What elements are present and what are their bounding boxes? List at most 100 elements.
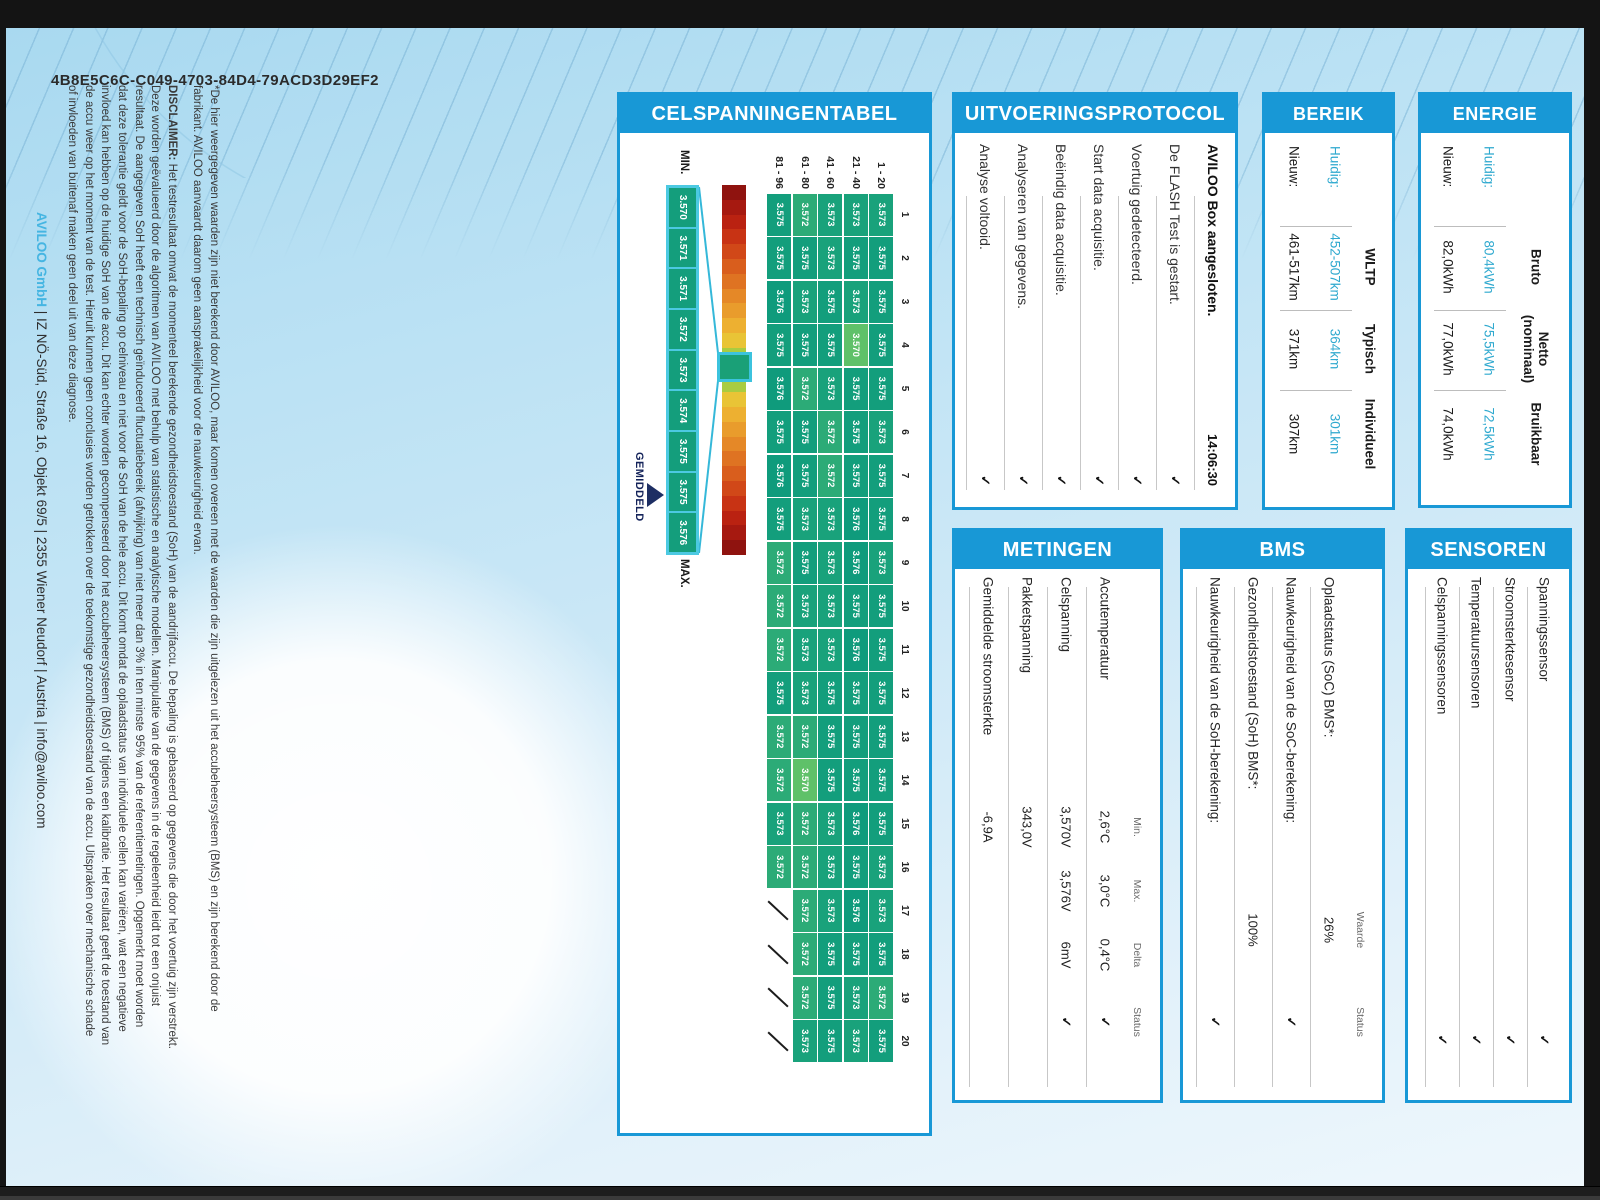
panel-title: METINGEN <box>955 531 1160 569</box>
grid-cell: 3.573 <box>869 846 894 888</box>
grid-cell: 3.573 <box>844 193 868 236</box>
range-row-label: Huidig: <box>1328 146 1343 189</box>
grid-cell: 3.573 <box>793 498 817 540</box>
protocol-step: Beëindig data acquisitie. ✓ <box>1042 142 1080 494</box>
measure-row: Stroomsterktesensor ✓ <box>1493 575 1527 1093</box>
grid-cell: 3.572 <box>818 411 843 453</box>
column-separator <box>1280 390 1352 391</box>
measure-row: Accutemperatuur 2,6°C 3,0°C 0,4°C ✓ <box>1086 575 1125 1093</box>
scale-segment <box>722 421 746 437</box>
range-value: 301km <box>1328 413 1343 455</box>
grid-cell: 3.573 <box>818 889 843 932</box>
measure-column-header: Delta <box>1131 942 1143 968</box>
grid-col-number: 6 <box>899 429 910 435</box>
protocol-step: Start data acquisitie. ✓ <box>1080 142 1118 494</box>
grid-cell: 3.575 <box>767 411 792 453</box>
protocol-step-value: ✓ <box>1168 475 1183 486</box>
footer-line: AVILOO GmbH | IZ NÖ-Süd, Straße 16, Obje… <box>27 212 49 954</box>
grid-col-number: 7 <box>899 472 910 479</box>
grid-cell: 3.575 <box>869 715 894 758</box>
protocol-step-label: Analyseren van gegevens. <box>1015 144 1031 309</box>
range-row-label: Nieuw: <box>1287 146 1302 188</box>
grid-cell: 3.575 <box>818 933 843 975</box>
grid-col-number: 20 <box>899 1035 910 1047</box>
grid-cell: 3.575 <box>869 628 894 671</box>
measure-row: Nauwkeurigheid van de SoC-berekening: ✓ <box>1272 575 1310 1093</box>
grid-col-number: 15 <box>899 817 910 830</box>
grid-cell: 3.573 <box>818 585 843 627</box>
grid-group-label: 41 - 60 <box>824 156 837 189</box>
status-check-icon: ✓ <box>1435 1034 1450 1046</box>
status-check-icon: ✓ <box>1284 1016 1299 1028</box>
grid-col-number: 9 <box>899 559 910 566</box>
disclaimer-line: DISCLAIMER: Het testresultaat omvat de m… <box>165 85 178 1049</box>
scale-segment <box>722 214 746 230</box>
scale-segment <box>722 510 746 526</box>
range-row: Nieuw: 82,0kWh 77,0kWh 74,0kWh <box>1428 142 1469 494</box>
grid-col-number: 12 <box>899 687 910 699</box>
measure-row: Gemiddelde stroomsterkte -6,9A <box>969 575 1008 1093</box>
grid-cell: 3.572 <box>767 628 792 671</box>
range-row: Nieuw: 461-517km 371km 307km <box>1274 142 1315 494</box>
range-column-header: Netto (nominaal) <box>1521 314 1551 384</box>
column-separator <box>1434 390 1506 391</box>
protocol-step: Analyse voltooid. ✓ <box>966 142 1004 494</box>
grid-cell: 3.575 <box>793 454 817 497</box>
column-separator <box>1280 226 1352 227</box>
grid-cell: 3.572 <box>767 585 792 627</box>
grid-col-number: 11 <box>899 644 910 655</box>
grid-cell: 3.575 <box>869 759 894 801</box>
panel-title: CELSPANNINGENTABEL <box>620 95 929 133</box>
scale-segment <box>722 540 746 555</box>
average-marker-icon <box>647 483 664 507</box>
scale-value-strip: 3.570 3.571 3.571 3.572 3.573 3.574 3.575 3.575… <box>666 185 699 555</box>
protocol-step: AVILOO Box aangesloten. 14:06:30 <box>1194 142 1232 494</box>
grid-cell: 3.572 <box>793 367 817 410</box>
grid-cell: 3.573 <box>818 367 843 410</box>
scale-value-cell: 3.571 <box>668 227 697 269</box>
measure-row-label: Accutemperatuur <box>1098 577 1113 680</box>
scale-segment <box>722 451 746 467</box>
grid-cell: 3.575 <box>869 498 894 540</box>
grid-cell: 3.576 <box>844 498 868 540</box>
grid-cell: 3.575 <box>869 454 894 497</box>
grid-col-number: 1 <box>899 211 910 218</box>
grid-cell: 3.575 <box>818 1020 843 1062</box>
scale-value-cell: 3.574 <box>668 390 697 432</box>
protocol-step-value: ✓ <box>1054 475 1069 486</box>
range-value: 371km <box>1287 328 1302 370</box>
grid-cell: 3.573 <box>869 193 894 236</box>
measure-row-label: Celspanningssensoren <box>1434 577 1450 715</box>
grid-cell: 3.575 <box>818 672 843 714</box>
grid-col-number: 2 <box>899 255 910 261</box>
measure-row: Pakketspanning 343,0V <box>1008 575 1047 1093</box>
range-value: 72,5kWh <box>1482 407 1497 461</box>
scale-zoom-box <box>717 352 752 382</box>
measure-value: 100% <box>1245 913 1261 947</box>
grid-cell: 3.575 <box>844 846 868 888</box>
range-header-row: Bruto Netto (nominaal) Bruikbaar <box>1510 142 1562 494</box>
grid-cell: 3.575 <box>818 324 843 366</box>
measure-row: Oplaadstatus (SoC) BMS*: 26% <box>1310 575 1348 1093</box>
panel-title: BMS <box>1183 531 1382 569</box>
scale-value-cell: 3.570 <box>668 187 697 228</box>
grid-col-number: 10 <box>899 600 910 612</box>
measure-column-header: Waarde <box>1354 911 1366 949</box>
measure-row-label: Gezondheidstoestand (SoH) BMS*: <box>1245 577 1261 790</box>
sensors-table: Spanningssensor ✓ Stroomsterktesensor ✓ Temp… <box>1421 575 1561 1093</box>
grid-cell: 3.570 <box>844 324 868 366</box>
scale-segment <box>722 466 746 481</box>
grid-group-label: 21 - 40 <box>850 156 862 189</box>
status-check-icon: ✓ <box>1098 1016 1114 1028</box>
grid-cell: 3.573 <box>818 628 843 671</box>
measure-header-row: Waarde Status <box>1348 575 1372 1093</box>
grid-cell: 3.573 <box>844 976 868 1019</box>
scale-segment <box>722 199 746 215</box>
measure-column-header: Status <box>1354 1007 1366 1037</box>
grid-cell: 3.575 <box>869 933 894 975</box>
grid-cell: 3.573 <box>793 280 817 323</box>
grid-cell: 3.575 <box>844 759 868 801</box>
grid-group-label: 1 - 20 <box>875 162 888 189</box>
protocol-step-value: ✓ <box>1092 475 1107 486</box>
grid-cell: 3.575 <box>869 1020 894 1062</box>
